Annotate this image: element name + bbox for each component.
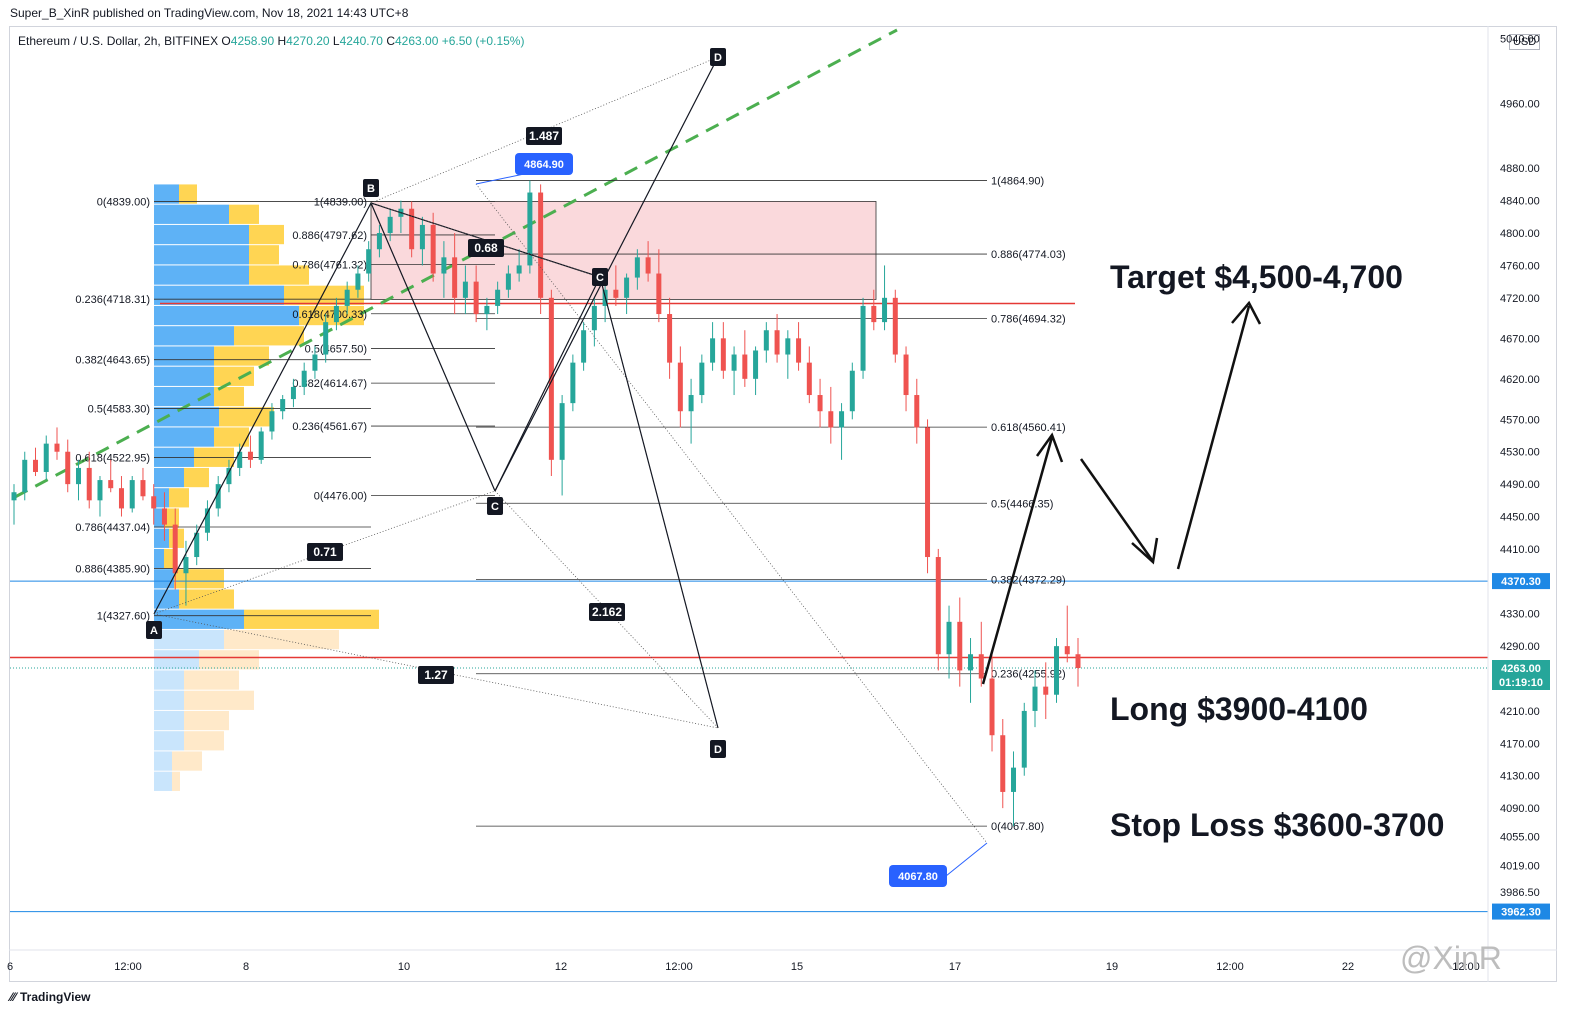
change-value: +6.50 (+0.15%) xyxy=(441,34,525,48)
symbol-name[interactable]: Ethereum / U.S. Dollar, 2h, BITFINEX xyxy=(18,34,219,48)
low-value: 4240.70 xyxy=(339,34,383,48)
high-value: 4270.20 xyxy=(286,34,330,48)
close-value: 4263.00 xyxy=(395,34,439,48)
open-key: O xyxy=(221,34,231,48)
tradingview-logo-icon: ⁄⁄⁄ xyxy=(10,990,17,1004)
symbol-legend: Ethereum / U.S. Dollar, 2h, BITFINEX O42… xyxy=(18,34,524,48)
publisher-line: Super_B_XinR published on TradingView.co… xyxy=(10,6,409,20)
author-watermark: @XinR xyxy=(1400,940,1502,976)
high-key: H xyxy=(277,34,287,48)
low-key: L xyxy=(332,34,340,48)
chart-frame xyxy=(9,26,1557,982)
footer-brand: ⁄⁄⁄ TradingView xyxy=(10,990,90,1004)
close-key: C xyxy=(386,34,395,48)
currency-button[interactable]: USD xyxy=(1509,34,1541,50)
footer-label: TradingView xyxy=(20,990,91,1004)
open-value: 4258.90 xyxy=(230,34,275,48)
